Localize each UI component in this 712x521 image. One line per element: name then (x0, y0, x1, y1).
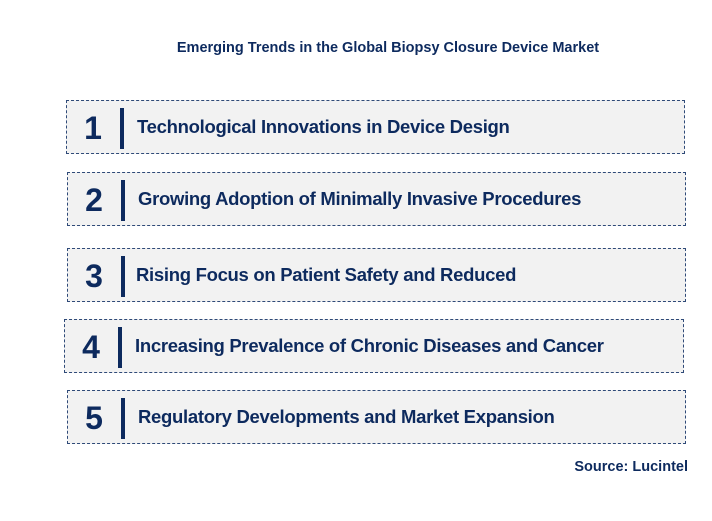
trend-number: 5 (85, 400, 103, 436)
trend-item-3: 3 Rising Focus on Patient Safety and Red… (67, 248, 686, 302)
divider (120, 108, 124, 149)
divider (121, 256, 125, 297)
trend-number: 3 (85, 258, 103, 294)
divider (118, 327, 122, 368)
trend-number: 2 (85, 182, 103, 218)
trend-number: 1 (84, 110, 102, 146)
trend-label: Regulatory Developments and Market Expan… (138, 406, 555, 427)
trend-item-2: 2 Growing Adoption of Minimally Invasive… (67, 172, 686, 226)
trend-item-5: 5 Regulatory Developments and Market Exp… (67, 390, 686, 444)
trend-label: Technological Innovations in Device Desi… (137, 116, 510, 137)
diagram-title: Emerging Trends in the Global Biopsy Clo… (176, 40, 600, 56)
divider (121, 398, 125, 439)
trend-item-1: 1 Technological Innovations in Device De… (66, 100, 685, 154)
source-credit: Source: Lucintel (574, 459, 688, 475)
trend-label: Growing Adoption of Minimally Invasive P… (138, 188, 582, 209)
divider (121, 180, 125, 221)
trend-label: Rising Focus on Patient Safety and Reduc… (136, 264, 517, 285)
trend-item-4: 4 Increasing Prevalence of Chronic Disea… (64, 319, 684, 373)
trend-label: Increasing Prevalence of Chronic Disease… (135, 335, 604, 356)
trend-number: 4 (82, 329, 100, 365)
